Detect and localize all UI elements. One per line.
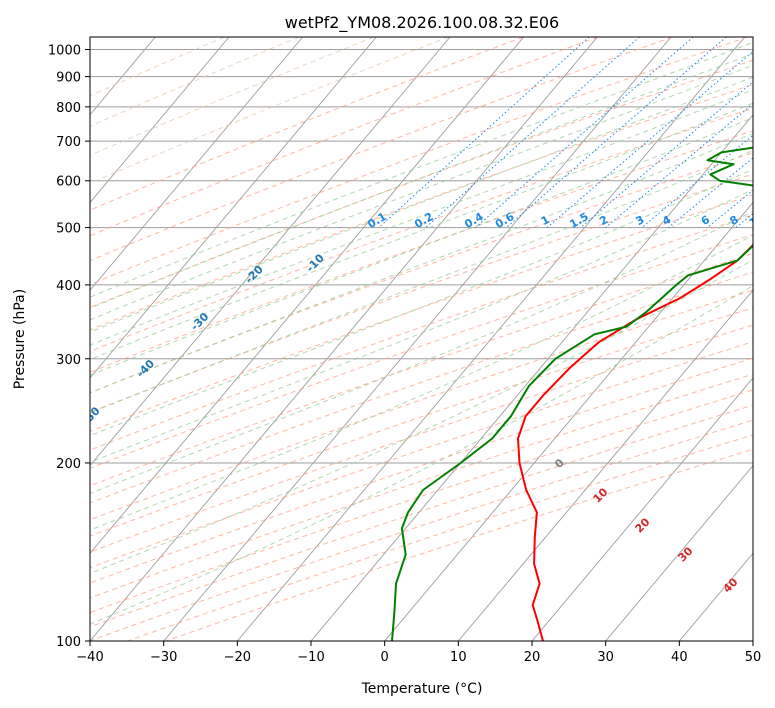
y-tick-label: 900 xyxy=(56,71,81,86)
isotherm--50 xyxy=(90,37,525,555)
dry-adiabat xyxy=(90,37,300,127)
mixing-ratio-label: 10 xyxy=(747,211,767,230)
isotherm--40 xyxy=(90,37,598,641)
moist-adiabat xyxy=(90,132,753,394)
isotherm--10 xyxy=(310,114,753,641)
moist-adiabat xyxy=(90,259,753,575)
dry-adiabat xyxy=(90,373,753,599)
dry-adiabat xyxy=(90,37,673,262)
mixing-ratio-lines xyxy=(378,37,753,228)
dewpoint-trace xyxy=(391,146,753,641)
x-tick-label: 50 xyxy=(745,650,762,665)
y-tick-label: 500 xyxy=(56,222,81,237)
y-tick-label: 1000 xyxy=(48,44,81,59)
x-tick-label: 40 xyxy=(671,650,688,665)
dry-adiabat xyxy=(90,152,753,394)
dry-adiabat xyxy=(90,37,748,286)
x-tick-label: 0 xyxy=(381,650,389,665)
moist-adiabat xyxy=(90,41,753,298)
dry-adiabat xyxy=(90,271,753,504)
dry-adiabat xyxy=(90,37,524,211)
moist-adiabat xyxy=(90,168,753,437)
y-tick-label: 600 xyxy=(56,175,81,190)
dry-adiabat xyxy=(90,37,599,237)
y-tick-label: 800 xyxy=(56,101,81,116)
x-tick-label: −20 xyxy=(224,650,251,665)
y-tick-label: 700 xyxy=(56,135,81,150)
dry-adiabat xyxy=(90,357,753,584)
moist-adiabat xyxy=(90,89,753,346)
moist-adiabat-lines xyxy=(90,41,753,625)
isotherm--70 xyxy=(90,37,377,379)
y-tick-label: 100 xyxy=(56,635,81,650)
x-axis-label: Temperature (°C) xyxy=(361,681,483,697)
mixing-ratio-line xyxy=(506,37,727,228)
isotherm-30 xyxy=(605,464,753,641)
isotherm--20 xyxy=(236,37,746,641)
isotherm--60 xyxy=(90,37,451,467)
moist-adiabat xyxy=(90,102,753,360)
isotherm-20 xyxy=(531,377,753,641)
x-tick-label: −30 xyxy=(150,650,177,665)
isotherm--80 xyxy=(90,37,304,291)
isotherm-10 xyxy=(457,289,753,641)
moist-adiabat xyxy=(90,188,753,463)
isobar-gridlines xyxy=(90,49,753,641)
moist-adiabat xyxy=(90,210,753,494)
dry-adiabat xyxy=(90,59,753,309)
plot-area: 0.10.20.40.611.52346810131620253036-100-… xyxy=(90,37,767,641)
mixing-ratio-line xyxy=(378,37,590,228)
x-tick-label: 20 xyxy=(524,650,541,665)
x-tick-label: −40 xyxy=(76,650,103,665)
sounding-traces xyxy=(391,146,753,641)
y-tick-label: 400 xyxy=(56,279,81,294)
x-tick-label: 30 xyxy=(597,650,614,665)
y-tick-label: 300 xyxy=(56,353,81,368)
mixing-ratio-line xyxy=(668,157,753,228)
isotherm-0 xyxy=(384,201,753,641)
y-axis-label: Pressure (hPa) xyxy=(12,289,28,389)
plot-frame xyxy=(89,36,754,642)
mixing-ratio-line xyxy=(546,50,753,228)
y-axis-ticks: 1000 900 800 700 600 500 400 300 200 100 xyxy=(48,44,90,650)
dry-adiabat xyxy=(90,214,753,451)
mixing-ratio-line xyxy=(580,81,753,228)
x-axis-ticks: −40 −30 −20 −10 0 10 20 30 40 50 xyxy=(76,641,761,665)
overlay-labels: 0.10.20.40.611.52346810131620253036-100-… xyxy=(90,210,767,596)
x-tick-label: 10 xyxy=(450,650,467,665)
y-tick-label: 200 xyxy=(56,457,81,472)
chart-title: wetPf2_YM08.2026.100.08.32.E06 xyxy=(285,13,559,33)
dry-adiabat xyxy=(90,307,753,537)
isotherm--90 xyxy=(90,37,230,204)
moist-adiabat xyxy=(90,53,753,309)
dry-adiabat xyxy=(90,37,374,157)
temperature-trace xyxy=(517,243,753,641)
moist-adiabat xyxy=(90,76,753,333)
moist-adiabat xyxy=(90,149,753,414)
dry-adiabat xyxy=(90,130,753,373)
x-tick-label: −10 xyxy=(297,650,324,665)
dry-adiabat xyxy=(90,324,753,553)
